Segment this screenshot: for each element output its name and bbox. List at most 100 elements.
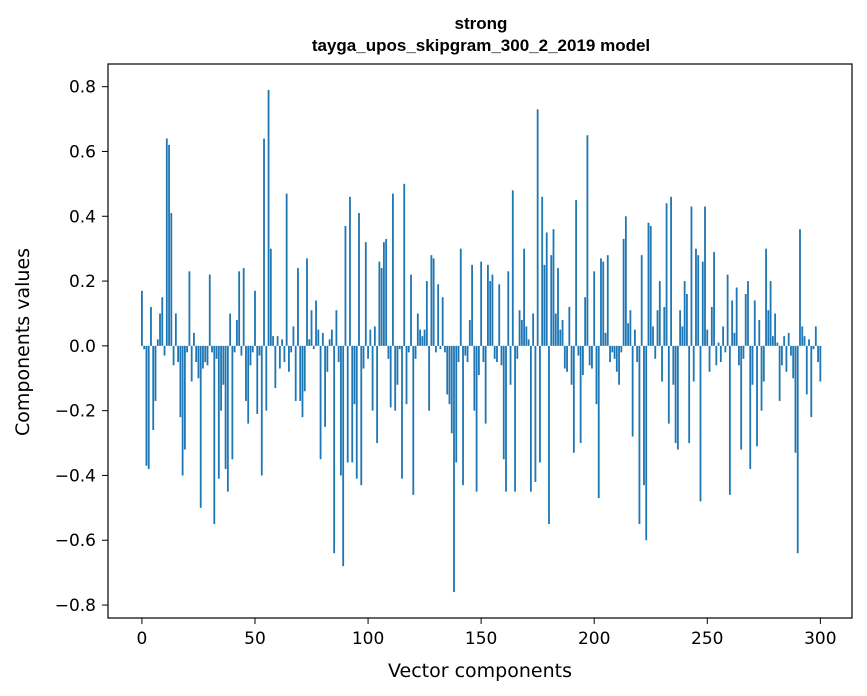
bar-235 xyxy=(672,345,675,385)
bar-260 xyxy=(728,345,731,495)
bar-237 xyxy=(676,345,679,450)
bar-29 xyxy=(206,345,209,366)
bar-226 xyxy=(652,326,654,346)
bars-group xyxy=(141,89,822,593)
bar-239 xyxy=(681,326,684,346)
bar-297 xyxy=(812,345,815,350)
bar-242 xyxy=(688,345,691,444)
bar-86 xyxy=(335,310,338,346)
bar-111 xyxy=(392,193,394,346)
bar-295 xyxy=(808,339,810,346)
bar-49 xyxy=(251,345,254,353)
bar-84 xyxy=(330,329,333,346)
bar-115 xyxy=(401,345,403,479)
bar-88 xyxy=(340,345,342,476)
y-tick-label: −0.2 xyxy=(55,402,96,422)
bar-194 xyxy=(579,345,582,444)
bar-110 xyxy=(389,345,392,408)
x-tick-label: 100 xyxy=(352,629,384,649)
bar-261 xyxy=(731,300,734,346)
bar-13 xyxy=(170,213,173,346)
x-tick-label: 200 xyxy=(578,629,610,649)
x-axis-label: Vector components xyxy=(388,660,572,682)
bar-113 xyxy=(396,345,399,385)
bar-206 xyxy=(606,255,609,346)
bar-181 xyxy=(550,255,553,346)
bar-37 xyxy=(224,345,227,469)
bar-80 xyxy=(321,332,324,346)
bar-63 xyxy=(283,345,286,363)
bar-106 xyxy=(380,268,383,346)
chart-title: strong xyxy=(455,14,508,33)
x-tick-label: 0 xyxy=(137,629,148,649)
bar-259 xyxy=(726,274,729,346)
bar-65 xyxy=(288,345,290,372)
bar-61 xyxy=(278,345,281,369)
bar-150 xyxy=(480,261,483,346)
bar-79 xyxy=(319,345,322,460)
bar-256 xyxy=(719,345,722,363)
bar-291 xyxy=(799,229,801,346)
bar-156 xyxy=(493,345,496,359)
bar-74 xyxy=(308,339,311,346)
bar-159 xyxy=(500,345,503,366)
bar-109 xyxy=(387,345,390,359)
bar-153 xyxy=(487,264,489,346)
bar-125 xyxy=(423,329,426,346)
bar-197 xyxy=(586,135,589,346)
bar-193 xyxy=(577,345,580,356)
bar-5 xyxy=(152,345,155,431)
bar-122 xyxy=(416,313,419,346)
bar-139 xyxy=(455,345,458,463)
bar-118 xyxy=(407,345,410,353)
y-tick-label: −0.6 xyxy=(55,531,96,551)
bar-190 xyxy=(570,345,573,385)
bar-189 xyxy=(568,306,571,346)
bar-138 xyxy=(453,345,455,593)
y-tick-label: −0.4 xyxy=(55,466,96,486)
bar-55 xyxy=(265,345,268,411)
bar-22 xyxy=(190,345,193,382)
bar-160 xyxy=(502,345,505,460)
bar-290 xyxy=(796,345,799,554)
bar-38 xyxy=(226,345,229,492)
bar-134 xyxy=(444,345,446,353)
bar-208 xyxy=(611,345,614,353)
y-tick-label: 0.0 xyxy=(69,337,96,357)
bar-174 xyxy=(534,345,537,482)
bar-47 xyxy=(247,345,250,424)
bar-171 xyxy=(527,339,530,346)
bar-250 xyxy=(706,329,709,346)
bar-136 xyxy=(448,345,451,405)
bar-220 xyxy=(638,345,641,525)
bar-148 xyxy=(475,345,478,492)
bar-210 xyxy=(615,345,618,372)
bar-100 xyxy=(367,345,369,359)
bar-155 xyxy=(491,274,494,346)
bar-70 xyxy=(299,345,302,401)
bar-149 xyxy=(477,345,480,376)
bar-132 xyxy=(439,345,442,350)
bar-36 xyxy=(222,345,225,385)
bar-95 xyxy=(355,345,358,479)
bar-275 xyxy=(762,345,765,382)
bar-184 xyxy=(557,268,559,346)
bar-232 xyxy=(665,203,668,346)
bar-203 xyxy=(600,258,602,346)
bar-141 xyxy=(459,248,462,346)
bar-116 xyxy=(403,183,406,346)
bar-254 xyxy=(715,345,718,366)
bar-94 xyxy=(353,345,356,405)
x-tick-label: 150 xyxy=(465,629,497,649)
bar-187 xyxy=(563,345,566,369)
bar-224 xyxy=(647,222,650,346)
bar-137 xyxy=(450,345,453,434)
bar-19 xyxy=(183,345,186,450)
bar-211 xyxy=(618,345,620,385)
bar-292 xyxy=(801,326,804,346)
bar-278 xyxy=(769,281,772,346)
bar-9 xyxy=(161,297,164,346)
bar-50 xyxy=(254,290,256,346)
bar-214 xyxy=(624,216,627,346)
